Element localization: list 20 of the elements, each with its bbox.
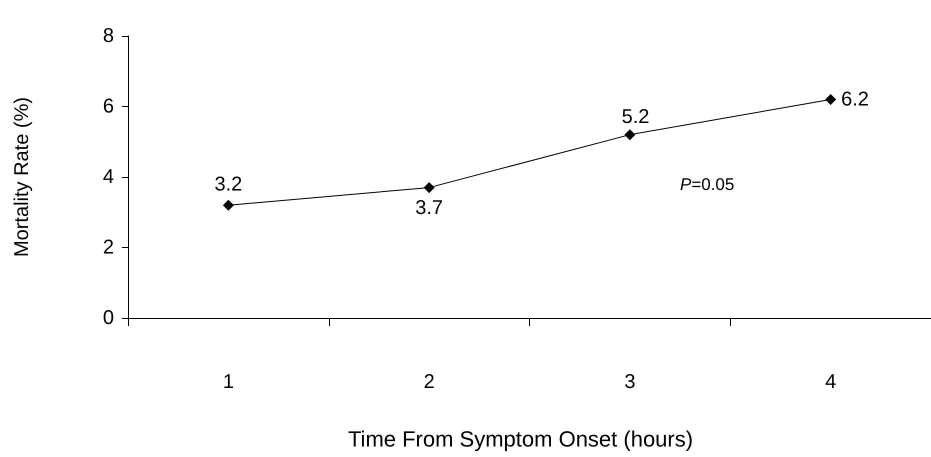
point bbox=[825, 94, 836, 105]
y-axis-title: Mortality Rate (%) bbox=[11, 96, 33, 258]
y-tick-label: 6 bbox=[102, 96, 114, 118]
x-tick-label: 3 bbox=[624, 371, 636, 393]
y-tick-label: 8 bbox=[102, 25, 114, 47]
point bbox=[624, 129, 636, 140]
data-label: 3.2 bbox=[214, 174, 242, 196]
y-tick-label: 4 bbox=[102, 166, 114, 188]
point bbox=[424, 182, 435, 194]
data-label: 3.7 bbox=[415, 197, 444, 220]
x-tick-label: 2 bbox=[424, 371, 435, 393]
x-tick-label: 4 bbox=[825, 371, 836, 393]
annotation: P=0.05 bbox=[680, 175, 734, 194]
y-tick-label: 2 bbox=[102, 236, 114, 258]
x-axis-title: Time From Symptom Onset (hours) bbox=[348, 426, 694, 452]
x-tick-label: 1 bbox=[222, 371, 234, 393]
y-tick-label: 0 bbox=[102, 307, 114, 329]
point bbox=[222, 200, 234, 211]
data-label: 6.2 bbox=[841, 88, 869, 110]
data-label: 5.2 bbox=[622, 106, 650, 128]
